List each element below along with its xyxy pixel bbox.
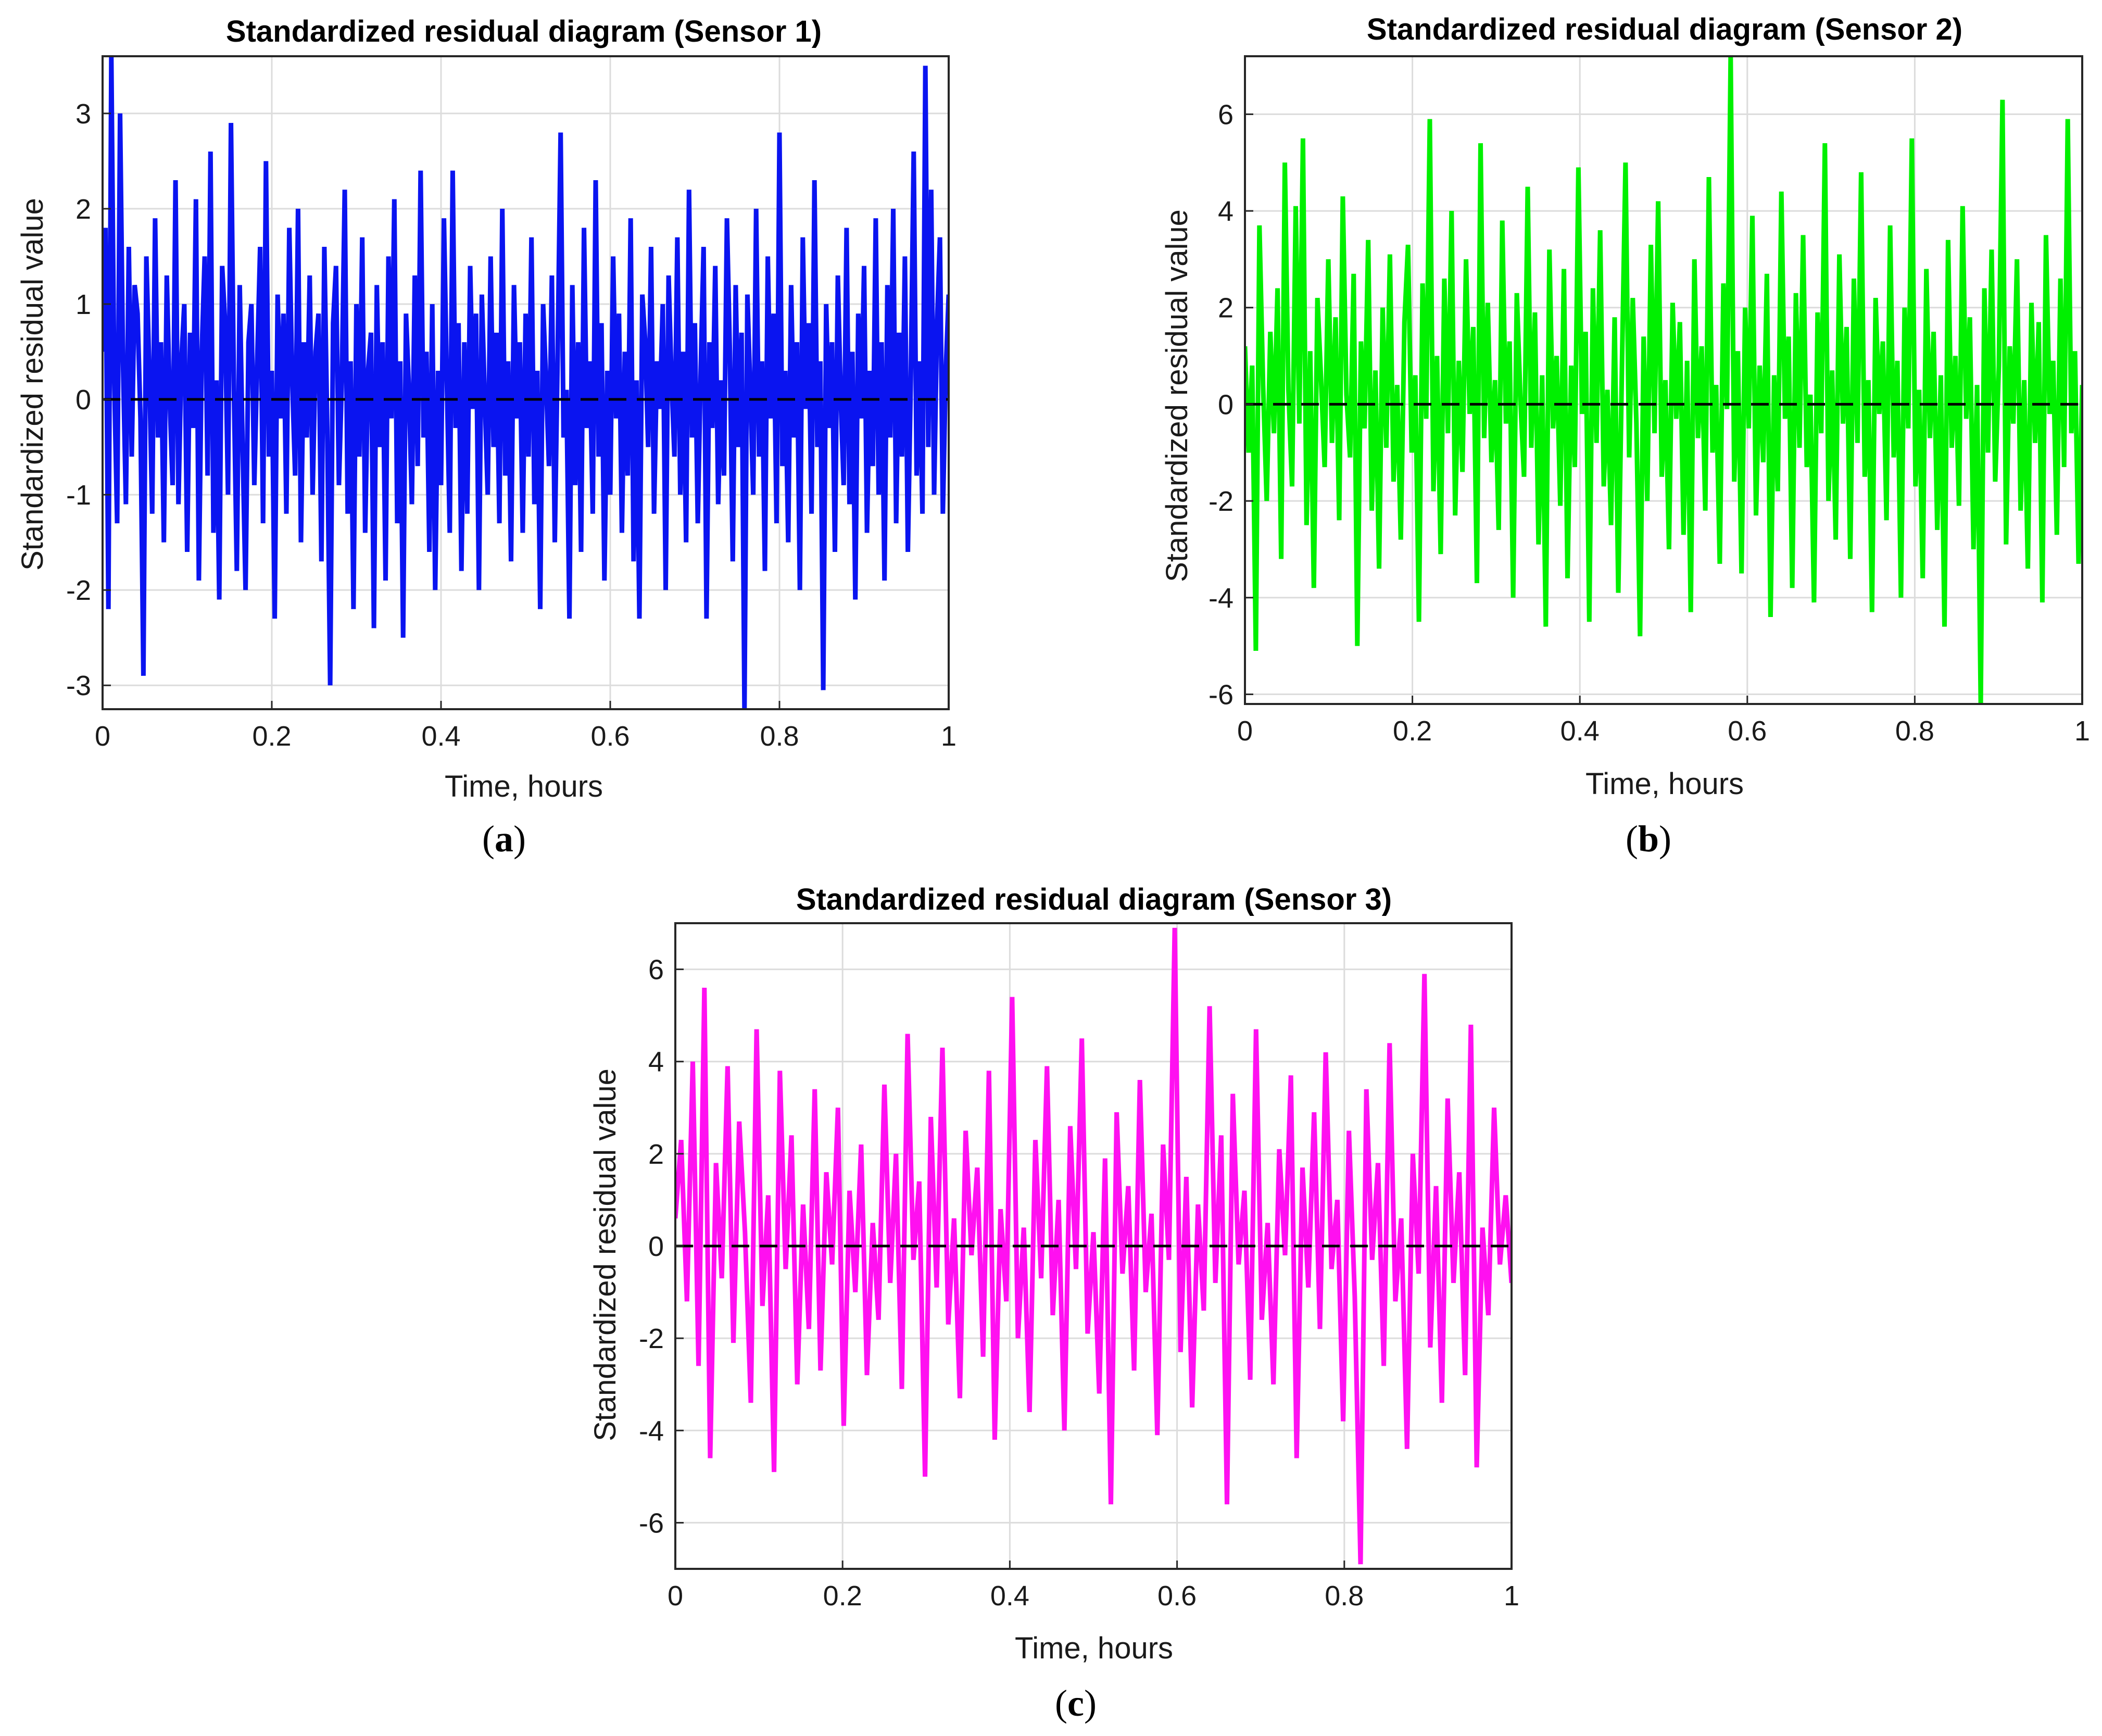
panel-caption: (c): [1055, 1682, 1097, 1724]
panel-sensor-2: Standardized residual diagram (Sensor 2)…: [1160, 12, 2090, 860]
y-tick-label: 4: [648, 1047, 664, 1078]
y-tick-label: -6: [1209, 679, 1233, 710]
y-tick-label: -4: [639, 1415, 664, 1446]
y-tick-label: 6: [1218, 99, 1233, 130]
x-tick-label: 0.6: [590, 721, 630, 752]
caption-letter: b: [1638, 818, 1659, 860]
x-tick-label: 1: [1504, 1580, 1519, 1612]
y-tick-label: -6: [639, 1507, 664, 1539]
caption-letter: a: [495, 818, 513, 860]
y-tick-label: 6: [648, 954, 664, 986]
chart-title: Standardized residual diagram (Sensor 1): [226, 15, 822, 48]
x-tick-label: 0.6: [1157, 1580, 1197, 1612]
panel-sensor-1: Standardized residual diagram (Sensor 1)…: [16, 15, 956, 860]
x-tick-label: 1: [2074, 715, 2090, 747]
panel-sensor-3: Standardized residual diagram (Sensor 3)…: [588, 883, 1519, 1724]
y-tick-label: -4: [1209, 583, 1233, 614]
x-tick-label: 0.4: [1560, 715, 1600, 747]
x-tick-label: 0.8: [1895, 715, 1934, 747]
y-tick-label: 2: [1218, 293, 1233, 324]
axes-frame: [102, 55, 950, 710]
y-tick-label: -2: [66, 575, 91, 606]
y-axis-label: Standardized residual value: [1160, 209, 1194, 582]
panel-caption: (b): [1626, 818, 1671, 860]
y-tick-label: -1: [66, 480, 91, 511]
x-tick-label: 0.4: [990, 1580, 1029, 1612]
series-line: [1245, 56, 2082, 704]
series-line: [675, 927, 1512, 1565]
y-tick-label: -2: [1209, 486, 1233, 517]
panel-caption: (a): [482, 818, 526, 860]
x-tick-label: 0.2: [1393, 715, 1432, 747]
y-axis-label: Standardized residual value: [16, 198, 49, 571]
x-tick-label: 0.8: [1325, 1580, 1364, 1612]
x-tick-label: 1: [941, 721, 956, 752]
y-tick-label: 4: [1218, 196, 1233, 227]
y-axis-label: Standardized residual value: [588, 1068, 622, 1441]
caption-letter: c: [1067, 1682, 1084, 1724]
y-tick-label: 3: [75, 98, 91, 130]
y-tick-label: -3: [66, 670, 91, 701]
x-tick-label: 0.6: [1728, 715, 1767, 747]
x-tick-label: 0: [668, 1580, 683, 1612]
chart-title: Standardized residual diagram (Sensor 3): [796, 883, 1392, 916]
x-tick-label: 0: [1237, 715, 1253, 747]
x-axis-label: Time, hours: [1015, 1631, 1173, 1665]
axes-frame: [1244, 55, 2083, 705]
x-axis-label: Time, hours: [1585, 767, 1744, 801]
x-axis-label: Time, hours: [445, 770, 603, 803]
chart-title: Standardized residual diagram (Sensor 2): [1367, 12, 1962, 46]
y-tick-label: 1: [75, 289, 91, 320]
y-tick-label: 0: [75, 384, 91, 416]
x-tick-label: 0.4: [421, 721, 460, 752]
y-tick-label: 0: [1218, 389, 1233, 420]
y-tick-label: 0: [648, 1231, 664, 1262]
x-tick-label: 0.8: [760, 721, 799, 752]
y-tick-label: 2: [75, 194, 91, 225]
y-tick-label: -2: [639, 1323, 664, 1354]
series-line: [103, 56, 949, 709]
y-tick-label: 2: [648, 1139, 664, 1170]
x-tick-label: 0.2: [252, 721, 291, 752]
x-tick-label: 0: [95, 721, 110, 752]
x-tick-label: 0.2: [823, 1580, 862, 1612]
